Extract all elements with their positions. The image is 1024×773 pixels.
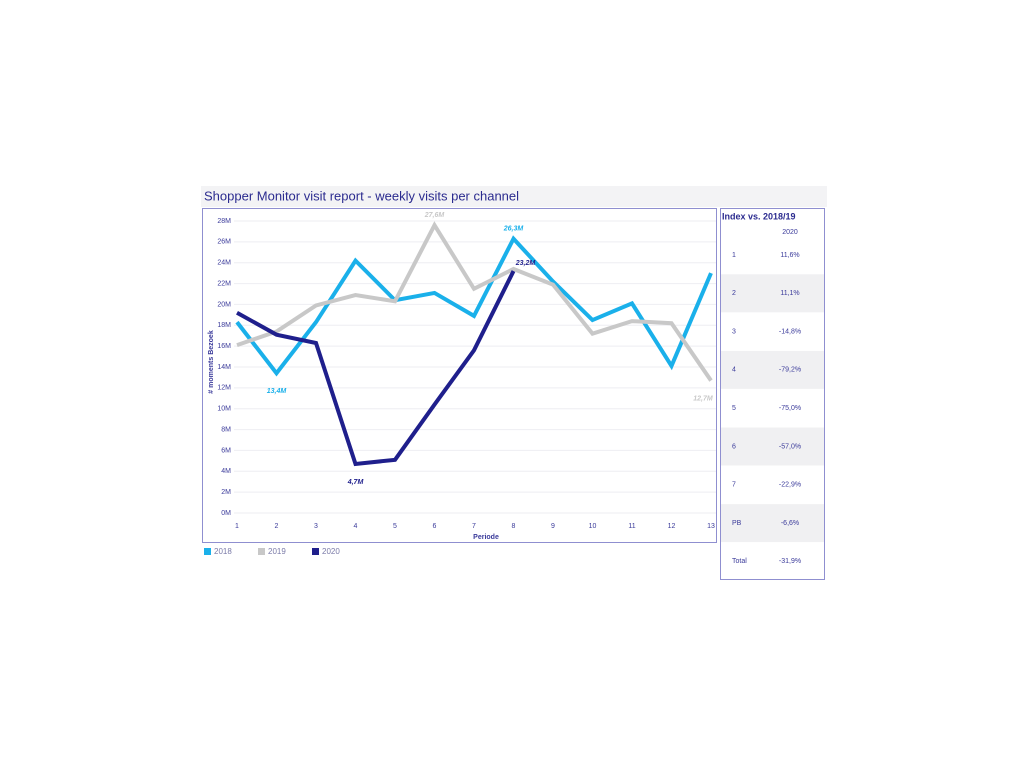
legend-label: 2019 [268,547,286,556]
table-title: Index vs. 2018/19 [722,211,796,221]
table-cell: -6,6% [781,520,799,527]
table-cell: -22,9% [779,482,801,489]
table-cell: 3 [732,328,736,335]
table-cell: -75,0% [779,405,801,412]
table-panel [720,208,825,580]
y-tick-label: 20M [217,301,231,308]
table-cell: 2 [732,290,736,297]
series-line [236,270,516,467]
table-cell: 4 [732,367,736,374]
table-cell: 5 [732,405,736,412]
chart-title: Shopper Monitor visit report - weekly vi… [204,188,519,203]
table-cell: PB [732,520,742,527]
data-label: 13,4M [267,388,287,395]
y-tick-label: 2M [221,489,231,496]
y-tick-label: 14M [217,364,231,371]
table-row-shade [721,504,824,543]
table-row-shade [721,427,824,466]
table-cell: Total [732,558,747,565]
x-tick-label: 9 [551,523,555,530]
title-bar [201,186,827,207]
table-cell: -57,0% [779,443,801,450]
x-tick-label: 13 [707,523,715,530]
table-cell: 6 [732,443,736,450]
data-label: 4,7M [347,479,364,486]
x-tick-label: 7 [472,523,476,530]
x-tick-label: 10 [589,523,597,530]
data-label: 12,7M [693,395,713,402]
x-tick-label: 11 [628,523,635,530]
y-axis-label: # moments Bezoek [208,330,215,394]
table-cell: -79,2% [779,367,801,374]
data-label: 26,3M [503,226,524,233]
y-tick-label: 10M [217,406,231,413]
x-tick-label: 6 [433,523,437,530]
table-cell: 1 [732,252,736,259]
y-tick-label: 18M [217,322,231,329]
x-tick-label: 2 [275,523,279,530]
y-tick-label: 24M [217,260,231,267]
table-row-shade [721,274,824,313]
y-tick-label: 12M [217,385,231,392]
series-line [235,235,713,377]
y-tick-label: 28M [217,218,231,225]
x-tick-label: 5 [393,523,397,530]
y-tick-label: 6M [221,447,231,454]
table-cell: 7 [732,482,736,489]
table-cell: 11,1% [780,290,799,297]
series-line [236,221,713,382]
x-tick-label: 4 [354,523,358,530]
x-tick-label: 1 [235,523,239,530]
legend-label: 2020 [322,547,340,556]
table-header: 2020 [782,229,798,236]
x-tick-label: 3 [314,523,318,530]
y-tick-label: 22M [217,280,231,287]
table-cell: 11,6% [780,252,799,259]
x-tick-label: 8 [512,523,516,530]
legend-label: 2018 [214,547,232,556]
data-label: 27,6M [424,212,445,219]
y-tick-label: 16M [217,343,231,350]
x-tick-label: 12 [668,523,676,530]
y-tick-label: 4M [221,468,231,475]
legend-swatch [312,548,319,555]
table-cell: -31,9% [779,558,801,565]
x-axis-label: Periode [473,534,499,541]
chart-panel [202,208,717,543]
legend-swatch [258,548,265,555]
table-row-shade [721,350,824,389]
table-cell: -14,8% [779,328,801,335]
y-tick-label: 26M [217,239,231,246]
legend-swatch [204,548,211,555]
y-tick-label: 0M [221,510,231,517]
data-label: 23,2M [515,260,536,267]
y-tick-label: 8M [221,426,231,433]
